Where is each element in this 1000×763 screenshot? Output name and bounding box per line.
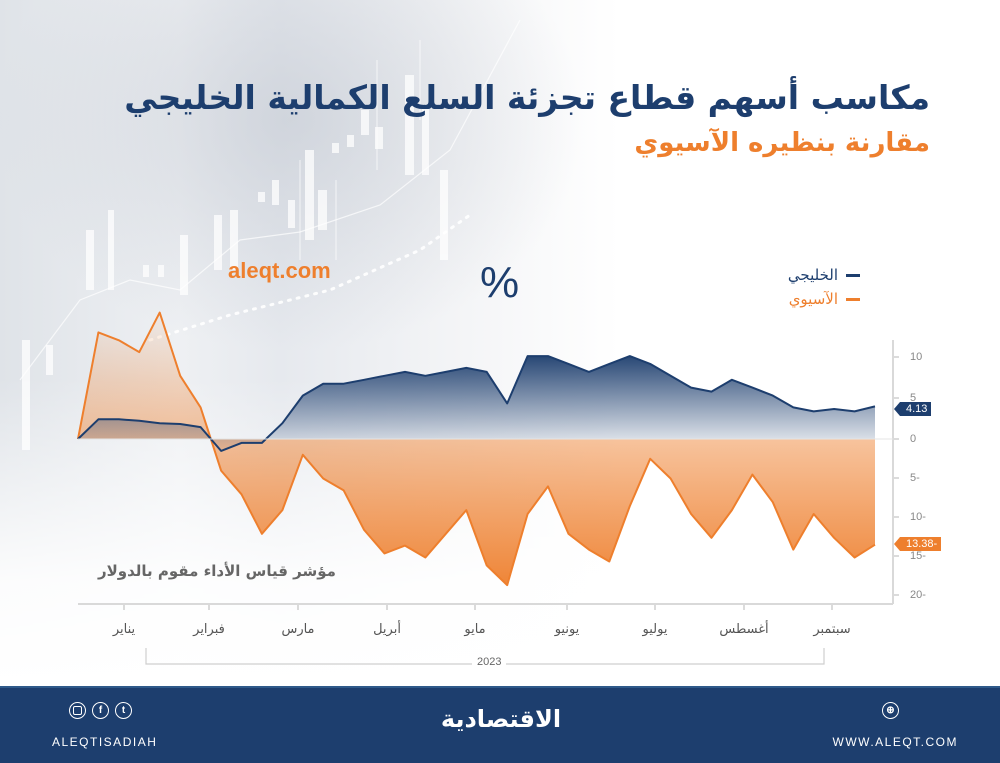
y-tick-10: 10 <box>910 351 923 363</box>
month-label-mar: مارس <box>281 622 315 637</box>
year-label: 2023 <box>472 656 507 668</box>
legend-item-asia: الآسيوي <box>788 287 860 311</box>
footer-bar <box>0 686 1000 763</box>
y-tick-neg5: 5- <box>910 472 920 484</box>
y-tick-neg10: 10- <box>910 511 926 523</box>
site-watermark: aleqt.com <box>228 258 331 283</box>
instagram-icon[interactable] <box>69 702 86 719</box>
chart-plot <box>77 311 899 665</box>
legend-label-asia: الآسيوي <box>788 290 838 308</box>
asia-last-value: 13.38- <box>906 538 938 550</box>
gulf-last-value: 4.13 <box>906 403 928 415</box>
asia-last-value-badge: 13.38- <box>893 537 942 551</box>
website-link[interactable]: WWW.ALEQT.COM <box>832 735 958 749</box>
y-tick-neg20: 20- <box>910 589 926 601</box>
facebook-icon[interactable]: f <box>92 702 109 719</box>
social-handle[interactable]: ALEQTISADIAH <box>52 735 158 749</box>
month-label-jun: يونيو <box>554 622 580 637</box>
month-label-feb: فبراير <box>193 622 225 637</box>
brand-logo: الاقتصادية <box>440 705 562 733</box>
legend-swatch-asia <box>846 297 860 301</box>
unit-label: % <box>480 258 520 307</box>
legend-item-gulf: الخليجي <box>788 263 860 287</box>
month-label-sep: سبتمبر <box>813 622 851 637</box>
legend-label-gulf: الخليجي <box>787 266 838 284</box>
month-label-apr: أبريل <box>373 622 401 637</box>
month-label-aug: أغسطس <box>719 622 769 637</box>
social-icons: f t <box>69 702 132 719</box>
y-tick-5: 5 <box>910 392 917 404</box>
globe-icon[interactable]: ⊕ <box>882 702 899 719</box>
index-note: مؤشر قياس الأداء مقوم بالدولار <box>98 562 336 580</box>
gulf-last-value-badge: 4.13 <box>893 402 932 416</box>
legend: الخليجي الآسيوي <box>788 263 860 311</box>
y-tick-neg15: 15- <box>910 550 926 562</box>
y-tick-0: 0 <box>910 433 917 445</box>
asia-area <box>78 312 875 586</box>
month-label-may: مايو <box>464 622 486 637</box>
month-label-jan: يناير <box>112 622 136 637</box>
chart-subtitle: مقارنة بنظيره الآسيوي <box>634 128 930 158</box>
legend-swatch-gulf <box>846 273 860 277</box>
month-label-jul: يوليو <box>642 622 668 637</box>
twitter-icon[interactable]: t <box>115 702 132 719</box>
chart-title: مكاسب أسهم قطاع تجزئة السلع الكمالية الخ… <box>124 78 930 117</box>
